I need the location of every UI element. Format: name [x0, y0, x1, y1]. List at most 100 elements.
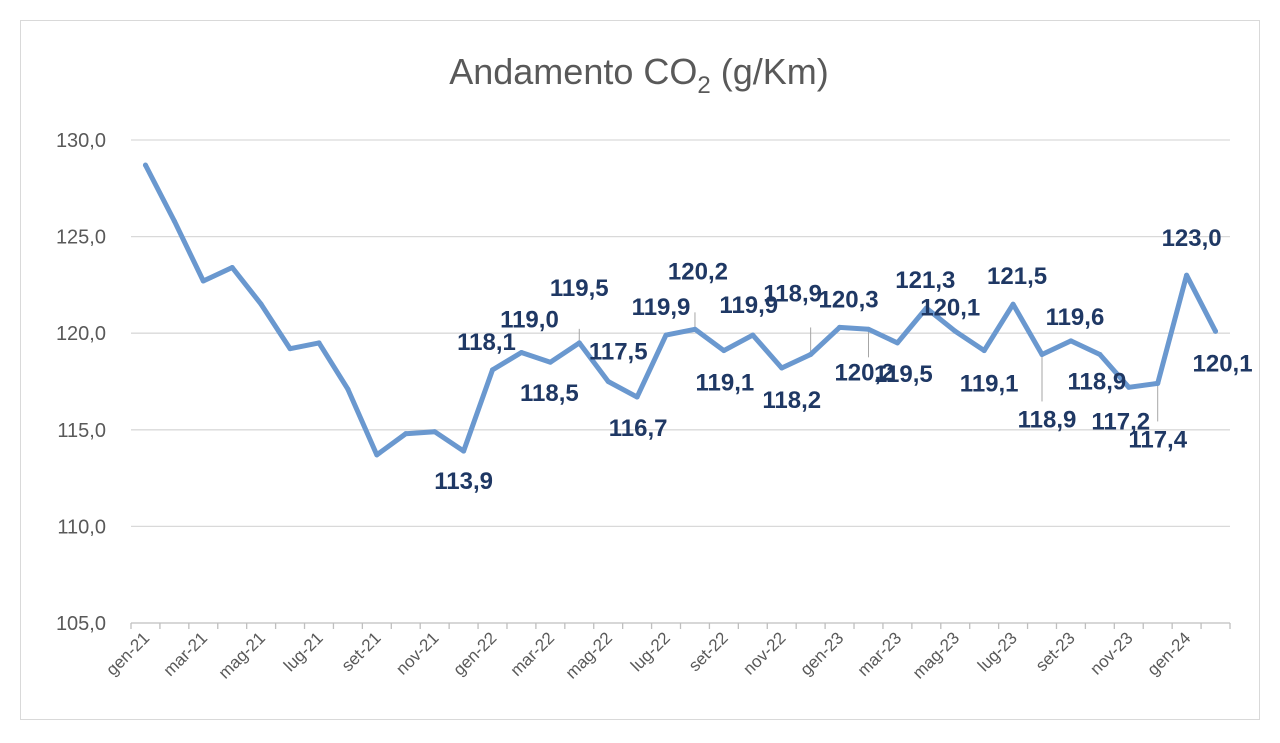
x-tick-label: nov-21	[392, 628, 442, 678]
data-label: 119,0	[500, 307, 559, 334]
y-tick-label: 120,0	[56, 323, 106, 345]
data-label: 113,9	[434, 468, 493, 495]
y-tick-label: 125,0	[56, 227, 106, 249]
series-line-group	[142, 162, 1219, 458]
x-tick-label: lug-23	[974, 628, 1021, 675]
data-point	[1068, 338, 1074, 344]
data-point	[721, 348, 727, 354]
data-label: 121,3	[895, 267, 955, 294]
data-label: 123,0	[1162, 225, 1222, 252]
title-unit: (g/Km)	[711, 51, 829, 92]
x-tick-label: set-23	[1032, 628, 1079, 675]
data-label: 118,9	[1067, 368, 1126, 395]
data-point	[374, 452, 380, 458]
data-point	[316, 340, 322, 346]
data-point	[894, 340, 900, 346]
data-label: 116,7	[609, 415, 668, 442]
data-point	[171, 218, 177, 224]
data-point	[142, 162, 148, 168]
data-label: 119,1	[960, 371, 1019, 398]
y-tick-label: 115,0	[57, 420, 106, 442]
data-label: 118,9	[763, 280, 822, 307]
x-tick-label: mag-21	[215, 628, 269, 682]
data-point	[547, 359, 553, 365]
data-point	[952, 328, 958, 334]
x-tick-label: nov-22	[739, 628, 789, 678]
data-label: 118,5	[520, 380, 579, 407]
y-tick-label: 105,0	[56, 613, 106, 635]
data-label: 120,2	[834, 359, 894, 386]
x-tick-label: gen-23	[797, 628, 848, 679]
data-point	[1039, 351, 1045, 357]
data-point	[1010, 301, 1016, 307]
data-point	[287, 346, 293, 352]
label-leader-lines	[578, 312, 1159, 422]
data-label: 117,4	[1128, 426, 1187, 453]
data-point	[808, 351, 814, 357]
data-point	[750, 332, 756, 338]
data-label: 119,5	[874, 361, 933, 388]
data-label: 117,5	[589, 339, 648, 366]
x-tick-label: nov-23	[1086, 628, 1136, 678]
series-line	[143, 162, 1218, 458]
data-point	[981, 348, 987, 354]
data-label: 119,1	[696, 370, 755, 397]
data-point	[432, 429, 438, 435]
data-point	[229, 265, 235, 271]
data-point	[837, 324, 843, 330]
data-label: 120,1	[920, 294, 980, 321]
x-tick-label: mar-21	[160, 628, 212, 680]
y-axis-ticks: 105,0 110,0 115,0 120,0 125,0 130,0	[56, 130, 106, 635]
x-tick-label: mag-23	[909, 628, 963, 682]
data-label: 118,9	[1018, 406, 1077, 433]
data-label: 121,5	[987, 263, 1047, 290]
title-main: Andamento CO	[449, 51, 697, 92]
x-axis-ticks: gen-21 mar-21 mag-21 lug-21 set-21 nov-21 gen-…	[102, 628, 1194, 682]
data-label: 117,2	[1091, 408, 1150, 435]
data-point	[1155, 380, 1161, 386]
x-tick-label: gen-21	[102, 628, 153, 679]
data-point	[634, 394, 640, 400]
data-point	[1184, 272, 1190, 278]
data-label: 119,6	[1046, 304, 1105, 331]
data-point	[403, 431, 409, 437]
data-point	[663, 332, 669, 338]
chart-title: Andamento CO2 (g/Km)	[449, 51, 829, 99]
chart-frame	[20, 20, 1260, 720]
data-point	[605, 379, 611, 384]
data-point	[258, 301, 264, 307]
data-point	[923, 305, 929, 311]
data-point	[1126, 384, 1132, 390]
x-tick-label: gen-24	[1144, 628, 1195, 679]
data-label: 119,9	[632, 294, 691, 321]
data-label: 120,2	[668, 258, 728, 285]
data-point	[461, 448, 467, 454]
data-point	[345, 386, 351, 392]
data-point	[200, 278, 206, 284]
y-tick-label: 130,0	[56, 130, 106, 152]
y-tick-label: 110,0	[57, 516, 106, 538]
gridlines	[130, 139, 1231, 629]
data-point	[1213, 328, 1219, 334]
data-point	[692, 326, 698, 332]
x-tick-label: gen-22	[449, 628, 500, 679]
data-point	[779, 365, 785, 371]
x-tick-label: lug-22	[627, 628, 674, 675]
data-point	[490, 367, 496, 373]
title-subscript: 2	[697, 72, 710, 99]
x-tick-label: set-22	[685, 628, 732, 675]
data-point	[1097, 351, 1103, 357]
x-tick-label: lug-21	[280, 628, 327, 675]
data-label: 120,1	[1193, 350, 1253, 377]
x-tick-label: mar-23	[854, 628, 906, 680]
x-tick-label: mar-22	[507, 628, 559, 680]
data-point	[576, 340, 582, 346]
data-label: 120,3	[819, 286, 879, 313]
data-point	[865, 326, 871, 332]
x-tick-label: mag-22	[562, 628, 616, 682]
data-label: 119,5	[550, 275, 609, 302]
data-label: 118,2	[762, 387, 821, 414]
data-point	[518, 350, 524, 356]
